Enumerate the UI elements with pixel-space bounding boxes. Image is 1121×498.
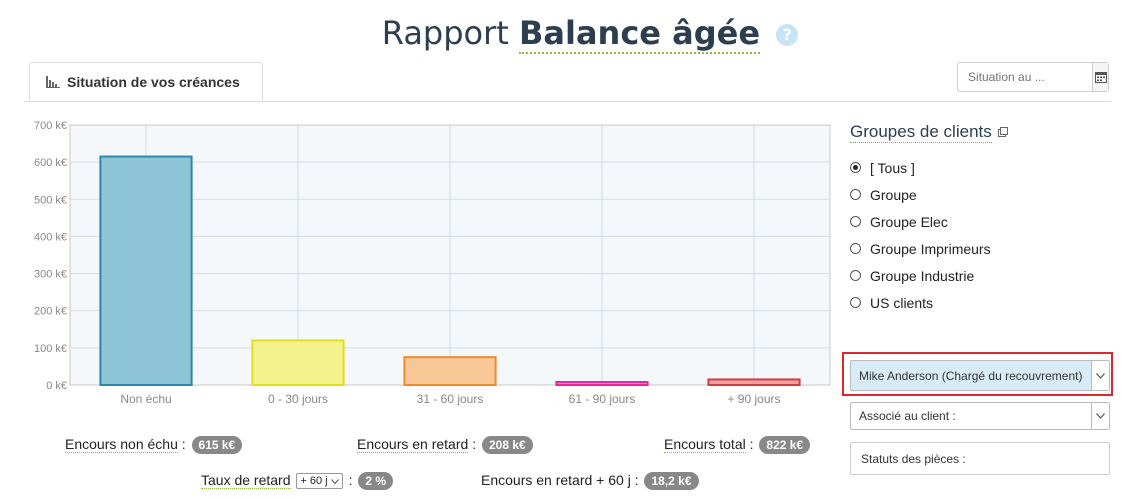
chevron-down-icon — [1091, 403, 1109, 429]
stat-label[interactable]: Encours non échu — [65, 436, 178, 453]
x-tick-label: 31 - 60 jours — [417, 392, 484, 406]
groupe-option[interactable]: [ Tous ] — [850, 154, 991, 181]
stat-encours-retard: Encours en retard : 208 k€ — [357, 436, 533, 454]
x-tick-label: + 90 jours — [727, 392, 780, 406]
bar-0 — [99, 155, 193, 387]
groupe-option-label: [ Tous ] — [870, 159, 915, 176]
y-tick-label: 700 k€ — [34, 120, 67, 132]
chevron-down-icon — [330, 479, 339, 485]
stat-label[interactable]: Taux de retard — [201, 472, 291, 489]
bar-4 — [707, 378, 801, 386]
groupes-title-text[interactable]: Groupes de clients — [850, 122, 992, 143]
groupe-option-label: Groupe Imprimeurs — [870, 240, 991, 257]
chevron-down-icon — [1091, 361, 1109, 390]
groupes-radio-list: [ Tous ] Groupe Groupe Elec Groupe Imprimeu… — [850, 154, 991, 316]
x-tick-label: 61 - 90 jours — [569, 392, 636, 406]
situation-date-picker — [957, 62, 1109, 92]
radio-unchecked[interactable] — [850, 216, 861, 227]
groupes-title: Groupes de clients — [850, 122, 1008, 143]
x-tick-label: Non échu — [120, 392, 171, 406]
radio-checked[interactable] — [850, 162, 861, 173]
bar-2 — [403, 356, 497, 386]
stat-encours-total: Encours total : 822 k€ — [664, 436, 811, 454]
y-tick-label: 600 k€ — [34, 157, 67, 169]
stat-badge: 822 k€ — [759, 436, 811, 454]
y-tick-label: 400 k€ — [34, 231, 67, 243]
groupe-option-label: US clients — [870, 294, 934, 311]
bar-1 — [251, 339, 345, 387]
statuts-pieces-field[interactable]: Statuts des pièces : — [850, 442, 1110, 475]
y-tick-label: 200 k€ — [34, 306, 67, 318]
tabs-divider — [25, 101, 1111, 102]
calendar-button[interactable] — [1092, 63, 1108, 91]
calendar-icon — [1094, 72, 1107, 83]
associe-client-select[interactable]: Associé au client : — [850, 402, 1110, 430]
stat-label[interactable]: Encours total — [664, 436, 746, 453]
x-tick-label: 0 - 30 jours — [268, 392, 328, 406]
stat-badge: 208 k€ — [481, 436, 533, 454]
title-report-name[interactable]: Balance âgée — [519, 14, 761, 54]
title-prefix: Rapport — [381, 14, 509, 52]
bar-3 — [555, 381, 649, 386]
groupe-option-label: Groupe Elec — [870, 213, 948, 230]
groupe-option[interactable]: Groupe Elec — [850, 208, 991, 235]
radio-unchecked[interactable] — [850, 189, 861, 200]
groupe-option[interactable]: US clients — [850, 289, 991, 316]
highlight-box — [842, 352, 1113, 396]
y-tick-label: 500 k€ — [34, 194, 67, 206]
stat-label: Encours en retard + 60 j — [481, 472, 631, 488]
situation-date-input[interactable] — [958, 63, 1092, 91]
bar-chart-icon — [46, 76, 60, 88]
tab-situation-creances[interactable]: Situation de vos créances — [29, 62, 263, 101]
radio-unchecked[interactable] — [850, 270, 861, 281]
radio-unchecked[interactable] — [850, 297, 861, 308]
stat-label[interactable]: Encours en retard — [357, 436, 469, 453]
groupe-option[interactable]: Groupe — [850, 181, 991, 208]
aging-bar-chart: 0 k€ 100 k€ 200 k€ 300 k€ 400 k€ 500 k€ 600 k€… — [34, 120, 831, 406]
tab-label: Situation de vos créances — [67, 74, 240, 90]
radio-unchecked[interactable] — [850, 243, 861, 254]
stat-taux-retard: Taux de retard + 60 j : 2 % — [201, 472, 394, 490]
stat-encours-non-echu: Encours non échu : 615 k€ — [65, 436, 243, 454]
groupe-option[interactable]: Groupe Industrie — [850, 262, 991, 289]
help-icon[interactable]: ? — [776, 24, 799, 46]
stat-encours-retard-60: Encours en retard + 60 j : 18,2 k€ — [481, 472, 699, 490]
groupe-option-label: Groupe Industrie — [870, 267, 975, 284]
page-title: Rapport Balance âgée ? — [0, 14, 1121, 54]
charge-recouvrement-select[interactable]: Mike Anderson (Chargé du recouvrement) — [850, 360, 1110, 391]
stat-badge: 2 % — [358, 472, 394, 490]
groupe-option[interactable]: Groupe Imprimeurs — [850, 235, 991, 262]
groupe-option-label: Groupe — [870, 186, 917, 203]
associe-client-value: Associé au client : — [859, 409, 956, 423]
taux-period-select[interactable]: + 60 j — [296, 473, 343, 489]
y-tick-label: 300 k€ — [34, 269, 67, 281]
charge-recouvrement-value: Mike Anderson (Chargé du recouvrement) — [859, 368, 1083, 383]
stat-badge: 615 k€ — [191, 436, 243, 454]
external-link-icon[interactable] — [997, 127, 1008, 137]
stat-badge: 18,2 k€ — [644, 472, 699, 490]
y-tick-label: 100 k€ — [34, 343, 67, 355]
statuts-pieces-label: Statuts des pièces : — [861, 452, 966, 466]
y-tick-label: 0 k€ — [46, 380, 67, 392]
